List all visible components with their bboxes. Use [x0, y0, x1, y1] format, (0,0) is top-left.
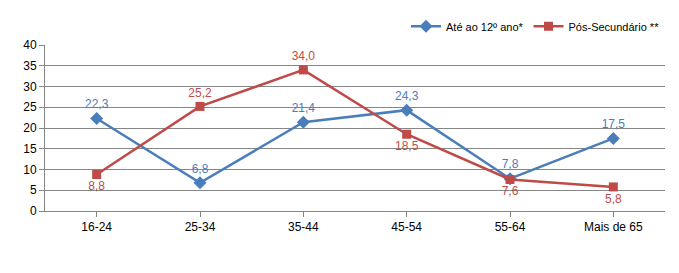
svg-text:0: 0 [30, 204, 37, 218]
svg-text:16-24: 16-24 [81, 220, 112, 234]
svg-text:7,8: 7,8 [502, 157, 519, 171]
svg-text:6,8: 6,8 [192, 162, 209, 176]
svg-text:40: 40 [23, 38, 37, 52]
svg-text:5,8: 5,8 [605, 192, 622, 206]
svg-text:17,5: 17,5 [602, 117, 626, 131]
svg-text:35: 35 [23, 59, 37, 73]
svg-text:25,2: 25,2 [188, 86, 212, 100]
svg-text:Pós-Secundário **: Pós-Secundário ** [569, 21, 660, 33]
svg-text:20: 20 [23, 121, 37, 135]
svg-text:18,5: 18,5 [395, 139, 419, 153]
svg-text:Mais de 65: Mais de 65 [584, 220, 643, 234]
svg-text:15: 15 [23, 142, 37, 156]
svg-text:55-64: 55-64 [495, 220, 526, 234]
svg-text:8,8: 8,8 [88, 179, 105, 193]
svg-text:7,6: 7,6 [502, 184, 519, 198]
svg-text:25-34: 25-34 [185, 220, 216, 234]
svg-text:45-54: 45-54 [391, 220, 422, 234]
svg-text:25: 25 [23, 100, 37, 114]
svg-text:30: 30 [23, 80, 37, 94]
svg-text:Até ao 12º ano*: Até ao 12º ano* [446, 21, 524, 33]
svg-text:10: 10 [23, 163, 37, 177]
svg-text:35-44: 35-44 [288, 220, 319, 234]
svg-text:34,0: 34,0 [292, 49, 316, 63]
svg-text:24,3: 24,3 [395, 89, 419, 103]
svg-text:22,3: 22,3 [85, 97, 109, 111]
svg-text:21,4: 21,4 [292, 101, 316, 115]
svg-text:5: 5 [30, 183, 37, 197]
